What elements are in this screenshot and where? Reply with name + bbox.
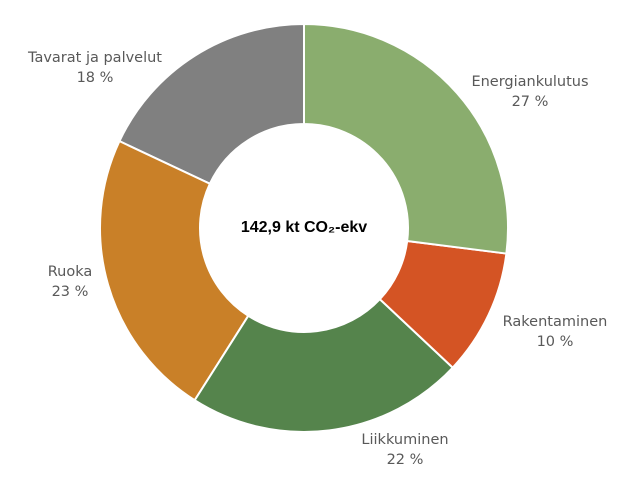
value-label: 22 %: [387, 452, 424, 468]
donut-segment: [303, 22, 509, 255]
segment-label: Tavarat ja palvelut: [27, 50, 162, 66]
center-label: 142,9 kt CO₂-ekv: [241, 219, 367, 236]
value-label: 18 %: [77, 70, 114, 86]
value-label: 27 %: [512, 94, 549, 110]
segment-label: Ruoka: [48, 264, 93, 280]
segment-label: Rakentaminen: [503, 314, 608, 330]
donut-segment: [99, 139, 250, 402]
segment-label: Liikkuminen: [361, 432, 448, 448]
donut-segment: [118, 22, 305, 186]
donut-segment: [193, 297, 455, 433]
segment-label: Energiankulutus: [471, 74, 588, 90]
value-label: 10 %: [537, 334, 574, 350]
value-label: 23 %: [52, 284, 89, 300]
donut-segment: [378, 239, 508, 370]
